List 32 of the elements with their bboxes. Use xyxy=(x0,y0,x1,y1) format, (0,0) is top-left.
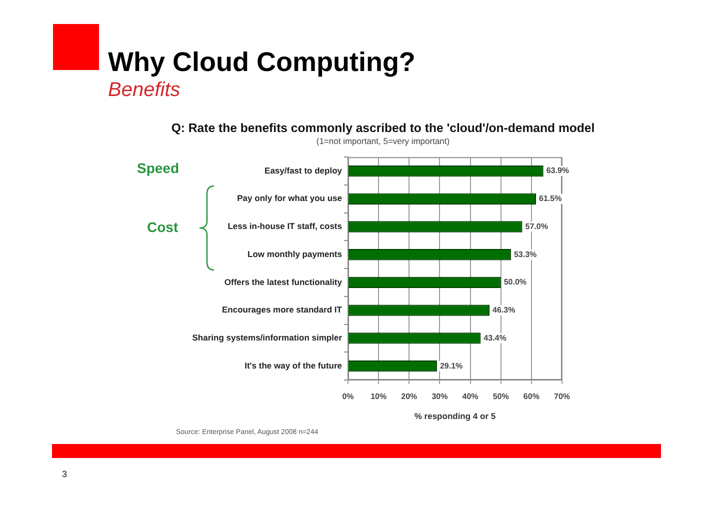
text: (1=not important, 5=very important) xyxy=(315,136,451,146)
x-tick-label: 50% xyxy=(492,392,509,402)
x-tick-label: 10% xyxy=(370,392,387,402)
text: Speed xyxy=(137,160,180,176)
x-tick-label: 30% xyxy=(432,392,448,402)
y-tick-label: Encourages more standard IT xyxy=(222,304,343,315)
y-tick-label: Offers the latest functionality xyxy=(224,276,342,287)
y-tick-label: It's the way of the future xyxy=(244,360,342,370)
data-label: 61.5% xyxy=(539,194,562,204)
data-label: 46.3% xyxy=(492,306,516,315)
x-tick-label: 70% xyxy=(554,392,570,402)
x-tick-label: 20% xyxy=(401,392,418,402)
data-label: 63.9% xyxy=(546,166,570,176)
y-tick-label: Sharing systems/information simpler xyxy=(192,332,343,343)
y-tick-label: Easy/fast to deploy xyxy=(264,165,342,176)
data-label: 57.0% xyxy=(525,222,548,231)
y-tick-label: Pay only for what you use xyxy=(237,193,342,204)
text: Cost xyxy=(147,219,178,235)
data-label: 53.3% xyxy=(514,250,537,259)
chart-title: Why Cloud Computing? xyxy=(108,47,416,77)
x-axis-title: % responding 4 or 5 xyxy=(414,411,496,422)
y-tick-label: Less in-house IT staff, costs xyxy=(228,221,342,232)
x-tick-label: 0% xyxy=(342,392,354,402)
text: Q: Rate the benefits commonly ascribed to the 'cloud'/on-demand model xyxy=(170,121,596,136)
data-label: 43.4% xyxy=(484,333,506,342)
x-tick-label: 60% xyxy=(523,392,540,402)
y-tick-label: Low monthly payments xyxy=(248,248,342,259)
data-label: 29.1% xyxy=(440,361,463,370)
x-tick-label: 40% xyxy=(462,392,478,402)
data-label: 50.0% xyxy=(504,278,527,287)
text: 3 xyxy=(62,469,68,479)
text: Benefits xyxy=(108,79,180,101)
